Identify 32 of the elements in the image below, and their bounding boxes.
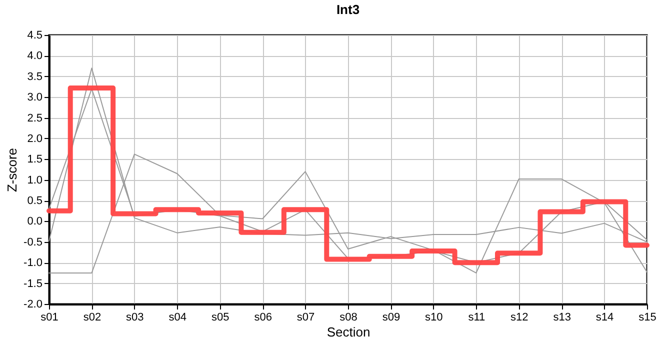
x-tick-label: s13 xyxy=(553,312,571,324)
x-tick-label: s05 xyxy=(211,312,230,324)
chart-title: Int3 xyxy=(336,2,360,17)
y-tick-label: 0.5 xyxy=(27,195,42,208)
y-tick-label: 3.0 xyxy=(27,92,42,104)
y-tick-label: 2.5 xyxy=(27,112,42,124)
y-tick-label: -1.0 xyxy=(24,257,42,270)
y-tick-label: 4.0 xyxy=(27,50,42,62)
y-axis-title: Z-score xyxy=(4,148,20,192)
y-tick-label: -1.5 xyxy=(24,278,42,290)
y-tick-label: 2.0 xyxy=(27,132,42,145)
y-tick-label: 0.0 xyxy=(27,216,42,228)
y-tick-label: 1.5 xyxy=(27,154,42,166)
x-axis-title: Section xyxy=(326,324,370,340)
x-tick-label: s14 xyxy=(596,312,614,324)
y-tick-label: -0.5 xyxy=(24,236,42,248)
y-tick-label: -2.0 xyxy=(24,298,42,310)
x-tick-label: s04 xyxy=(168,312,187,324)
x-tick-label: s06 xyxy=(254,312,272,324)
y-tick-label: 1.0 xyxy=(27,174,42,186)
x-tick-label: s08 xyxy=(340,312,358,324)
x-tick-label: s15 xyxy=(638,312,656,324)
x-tick-label: s07 xyxy=(296,312,315,324)
x-tick-label: s03 xyxy=(126,312,144,324)
y-tick-label: 3.5 xyxy=(27,70,42,83)
x-tick-label: s11 xyxy=(468,312,486,324)
x-tick-label: s12 xyxy=(510,312,528,324)
x-tick-label: s02 xyxy=(83,312,102,324)
y-tick-label: 4.5 xyxy=(27,30,42,42)
x-tick-label: s09 xyxy=(382,312,400,324)
x-tick-label: s10 xyxy=(425,312,443,324)
x-tick-label: s01 xyxy=(40,312,58,324)
